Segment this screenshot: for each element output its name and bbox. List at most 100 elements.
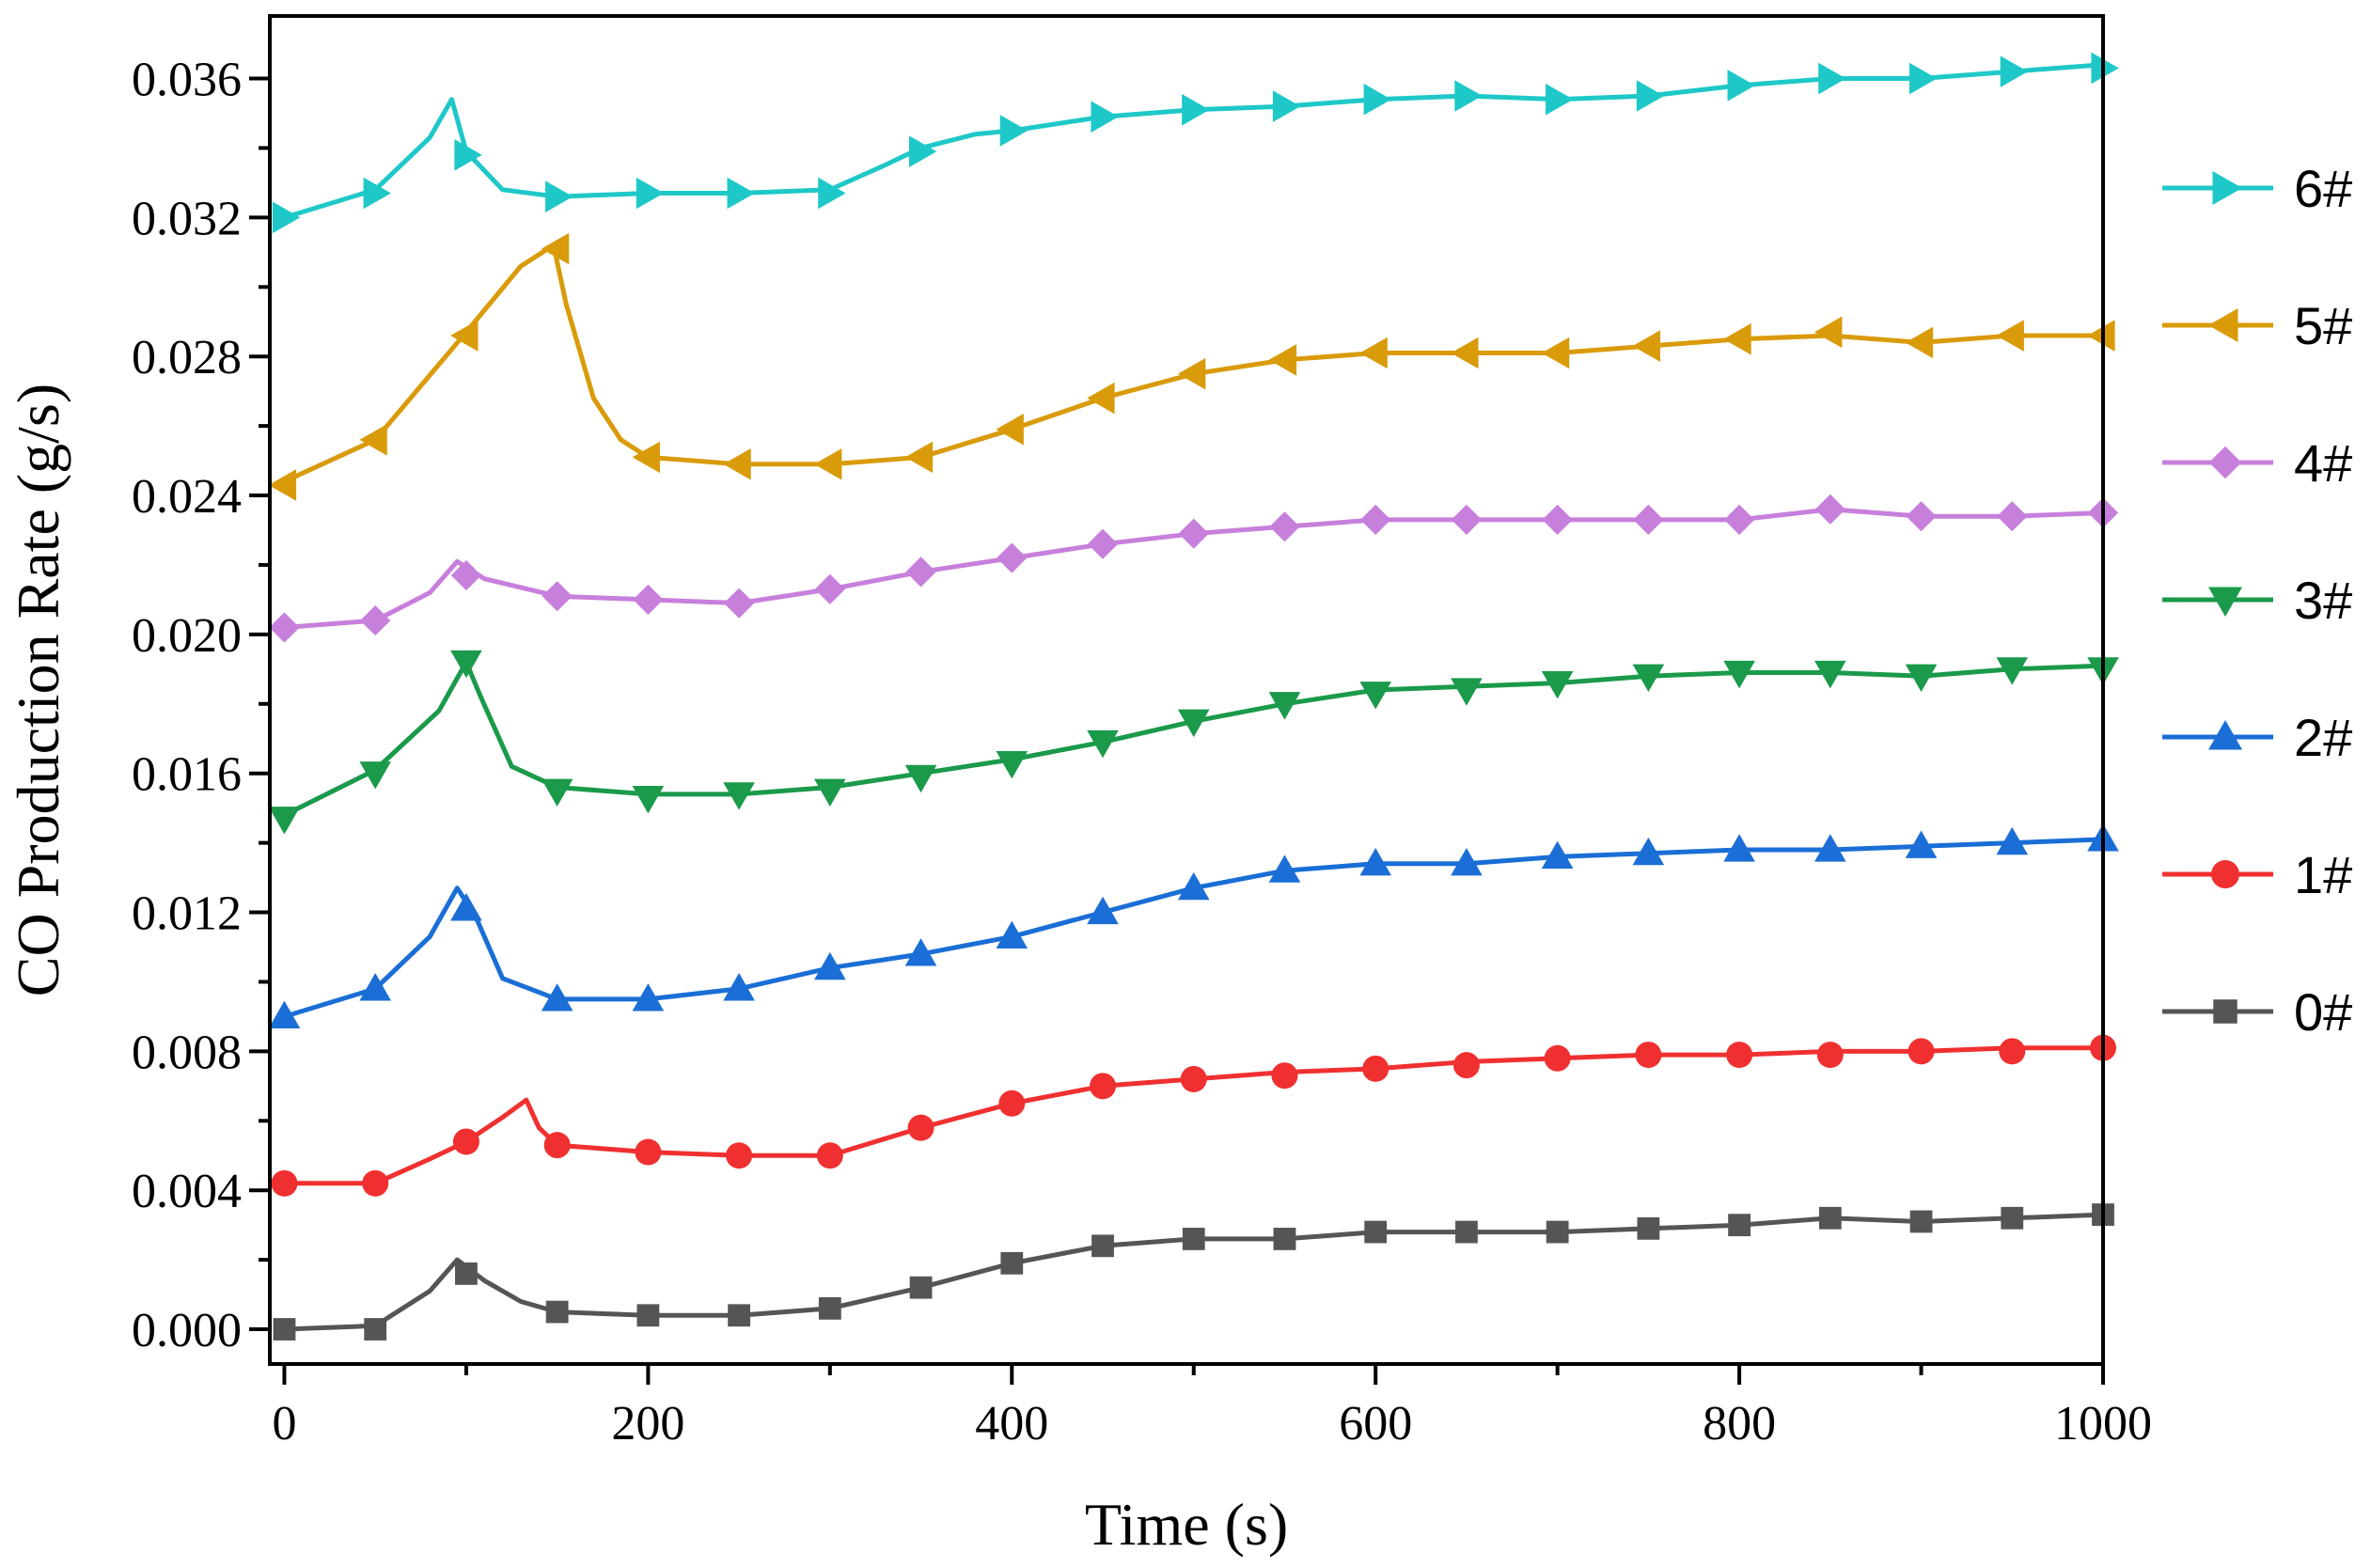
data-point-4 (814, 573, 845, 604)
legend-item-5: 5# (2162, 296, 2352, 355)
data-point-3 (1723, 660, 1755, 689)
data-point-6 (2091, 52, 2119, 85)
data-point-1 (452, 1128, 479, 1155)
data-point-2 (723, 973, 755, 1001)
y-tick-label: 0.036 (132, 54, 242, 107)
data-point-6 (818, 177, 846, 210)
legend-marker-4 (2208, 446, 2242, 479)
x-axis-title: Time (s) (1085, 1491, 1288, 1558)
data-point-6 (1363, 83, 1391, 116)
data-point-4 (724, 588, 755, 619)
data-point-6 (1091, 101, 1119, 133)
y-tick-label: 0.008 (132, 1026, 242, 1079)
legend-marker-0 (2213, 999, 2238, 1024)
data-point-2 (1087, 896, 1119, 925)
data-point-5 (904, 441, 934, 474)
data-point-0 (1091, 1234, 1114, 1258)
data-point-1 (1090, 1073, 1117, 1100)
data-point-4 (450, 559, 482, 591)
y-tick-label: 0.016 (132, 748, 242, 802)
data-point-4 (1633, 504, 1664, 536)
data-point-3 (632, 785, 665, 814)
x-tick-label: 600 (1339, 1397, 1412, 1450)
data-point-0 (1364, 1220, 1388, 1244)
data-point-2 (1723, 834, 1755, 862)
legend-label-6: 6# (2294, 159, 2352, 218)
data-point-3 (814, 778, 846, 807)
series-6 (272, 52, 2119, 234)
data-point-5 (1723, 322, 1751, 355)
data-point-2 (996, 920, 1028, 949)
axis-tick-labels: 0 200 400 600 800 1000 0.000 0.004 0.008 0.012 0.0… (132, 54, 2152, 1450)
x-tick-label: 0 (272, 1397, 296, 1450)
data-point-3 (1541, 671, 1574, 699)
data-point-0 (364, 1318, 387, 1341)
data-point-4 (997, 542, 1028, 573)
data-point-3 (541, 778, 573, 807)
series-layer (268, 52, 2119, 1341)
data-point-2 (450, 893, 482, 921)
data-point-2 (268, 1000, 301, 1029)
data-point-4 (1451, 504, 1483, 536)
data-point-1 (543, 1132, 571, 1159)
data-point-4 (1906, 501, 1937, 532)
data-point-4 (1269, 511, 1300, 542)
legend-label-2: 2# (2294, 708, 2352, 767)
data-point-5 (1177, 357, 1206, 390)
x-tick-label: 800 (1703, 1397, 1776, 1450)
data-point-6 (1636, 80, 1665, 112)
data-point-0 (545, 1300, 569, 1324)
data-point-1 (1271, 1062, 1298, 1090)
x-tick-label: 400 (975, 1397, 1048, 1450)
series-3 (268, 650, 2119, 835)
data-point-4 (269, 612, 300, 643)
data-point-2 (814, 951, 846, 980)
data-point-4 (633, 584, 664, 616)
data-point-2 (1905, 830, 1938, 858)
legend-marker-2 (2208, 720, 2242, 750)
data-point-5 (450, 320, 479, 352)
data-point-0 (455, 1262, 478, 1285)
data-point-2 (541, 983, 573, 1011)
x-tick-label: 1000 (2054, 1397, 2152, 1450)
y-tick-label: 0.020 (132, 609, 242, 663)
data-point-2 (359, 973, 392, 1001)
data-point-2 (632, 983, 665, 1011)
legend-label-1: 1# (2294, 845, 2352, 904)
y-tick-label: 0.012 (132, 887, 242, 941)
data-point-6 (1908, 62, 1938, 95)
data-point-3 (1996, 657, 2029, 685)
data-point-1 (1362, 1055, 1390, 1082)
data-point-5 (1451, 337, 1479, 369)
data-point-6 (1182, 93, 1210, 126)
data-point-3 (1087, 729, 1119, 759)
y-tick-label: 0.024 (132, 470, 242, 524)
y-tick-label: 0.028 (132, 331, 242, 384)
data-point-2 (1996, 826, 2029, 855)
data-point-6 (1546, 83, 1574, 116)
data-point-5 (1905, 326, 1934, 359)
data-point-2 (1177, 871, 1210, 901)
data-point-6 (1272, 90, 1301, 122)
data-point-0 (1637, 1216, 1660, 1240)
series-line-0 (282, 1212, 2106, 1332)
data-point-5 (632, 441, 660, 474)
data-point-1 (726, 1142, 753, 1169)
data-point-6 (1727, 70, 1755, 102)
data-point-5 (814, 447, 842, 480)
data-point-3 (1177, 709, 1210, 738)
data-point-1 (362, 1169, 389, 1197)
series-line-5 (282, 243, 2106, 484)
data-point-2 (1268, 855, 1301, 883)
y-tick-label: 0.000 (132, 1304, 242, 1357)
data-point-5 (1359, 337, 1388, 369)
legend-marker-5 (2208, 308, 2238, 342)
series-2 (268, 823, 2119, 1029)
series-4 (269, 494, 2119, 643)
y-tick-label: 0.032 (132, 192, 242, 245)
data-point-1 (635, 1138, 662, 1166)
data-point-0 (636, 1304, 660, 1327)
data-point-0 (1909, 1210, 1933, 1233)
